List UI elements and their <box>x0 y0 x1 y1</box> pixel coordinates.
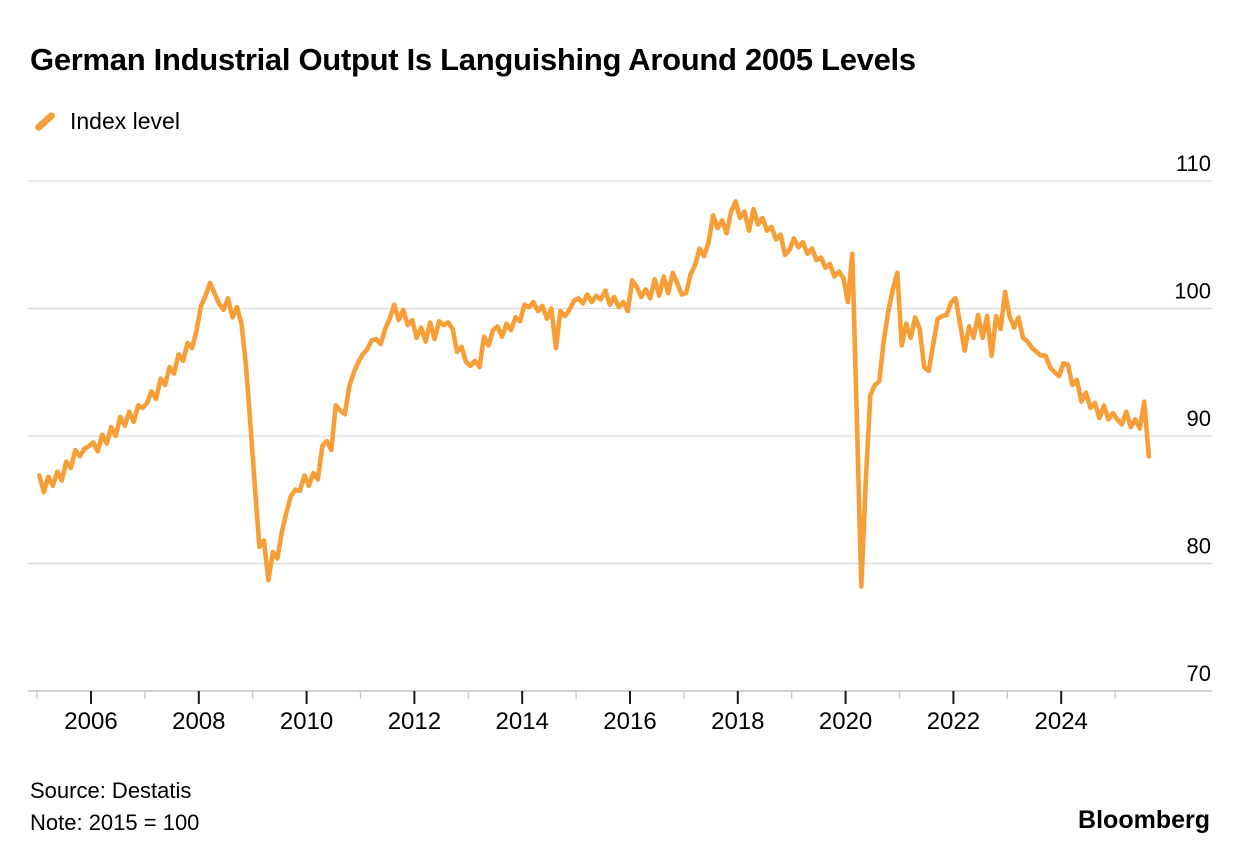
legend: Index level <box>33 108 180 135</box>
x-axis-label: 2010 <box>280 708 333 735</box>
note-line: Note: 2015 = 100 <box>30 810 200 835</box>
y-axis-label: 80 <box>1187 534 1211 559</box>
x-axis-label: 2014 <box>496 708 549 735</box>
source-line: Source: Destatis <box>30 778 192 803</box>
page-title: German Industrial Output Is Languishing … <box>30 42 916 77</box>
x-axis-label: 2018 <box>711 708 764 735</box>
y-axis-label: 70 <box>1187 661 1211 686</box>
x-axis-label: 2012 <box>388 708 441 735</box>
x-axis-label: 2020 <box>819 708 872 735</box>
index-level-line <box>37 199 1152 589</box>
x-axis-label: 2008 <box>172 708 225 735</box>
x-axis-label: 2016 <box>603 708 656 735</box>
x-axis-label: 2006 <box>64 708 117 735</box>
legend-label: Index level <box>70 108 180 134</box>
y-axis-label: 90 <box>1187 406 1211 431</box>
y-axis-label: 110 <box>1176 151 1211 176</box>
x-axis-label: 2024 <box>1035 708 1088 735</box>
source-note-block: Source: Destatis Note: 2015 = 100 <box>30 775 199 839</box>
bloomberg-logo: Bloomberg <box>1078 806 1210 834</box>
y-axis-label: 100 <box>1174 279 1211 304</box>
x-axis-label: 2022 <box>927 708 980 735</box>
